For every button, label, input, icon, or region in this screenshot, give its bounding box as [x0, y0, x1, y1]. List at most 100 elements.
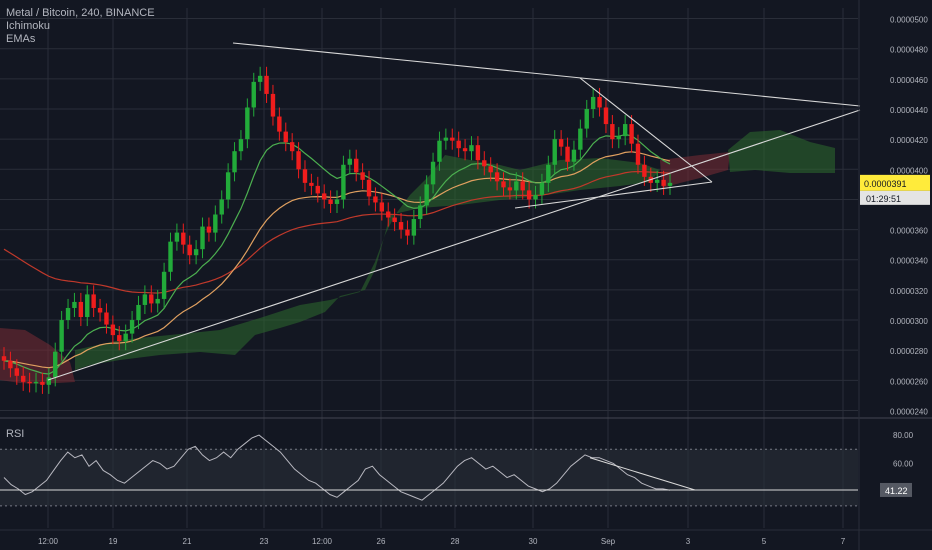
candle-body [347, 158, 353, 165]
rsi-tick-label: 80.00 [893, 431, 914, 440]
candle-body [424, 184, 429, 206]
candle-body [571, 149, 577, 162]
candle-body [616, 136, 621, 140]
candle-body [366, 179, 372, 197]
grid-lines [0, 8, 858, 528]
candle-body [533, 194, 538, 200]
time-tick-label: 19 [109, 537, 118, 546]
price-tick-label: 0.0000400 [890, 166, 928, 175]
rsi-value-text: 41.22 [885, 486, 908, 496]
candle-body [501, 181, 506, 188]
candle-body [206, 226, 212, 233]
candle-body [642, 164, 647, 177]
candle-body [494, 172, 500, 182]
candle-body [321, 193, 327, 200]
candle-body [578, 128, 583, 150]
candle-body [661, 179, 666, 186]
candle-body [475, 145, 481, 161]
rsi-line [3, 434, 671, 501]
candle-body [264, 75, 269, 94]
candle-body [552, 139, 557, 165]
candle-body [40, 381, 45, 385]
candle-body [238, 139, 244, 152]
candle-body [117, 335, 122, 342]
candle-body [482, 160, 487, 167]
candle-body [33, 381, 39, 384]
time-tick-label: 28 [451, 537, 460, 546]
candle-body [539, 182, 545, 195]
candle-body [21, 375, 26, 382]
rsi-label[interactable]: RSI [6, 428, 24, 440]
candlestick-series [1, 66, 673, 394]
indicator-ichimoku-label[interactable]: Ichimoku [6, 20, 50, 32]
candle-body [181, 232, 186, 245]
cloud-bull-segment [75, 155, 660, 370]
candle-body [136, 304, 141, 321]
candle-body [78, 301, 84, 318]
time-tick-label: Sep [601, 537, 616, 546]
time-tick-label: 30 [529, 537, 538, 546]
candle-body [334, 199, 340, 204]
candle-body [245, 107, 250, 140]
time-tick-label: 12:00 [38, 537, 59, 546]
candle-body [149, 294, 154, 304]
candle-body [654, 179, 660, 183]
candle-body [405, 229, 410, 236]
candle-body [315, 185, 320, 194]
candle-body [27, 381, 32, 384]
countdown-text: 01:29:51 [866, 194, 901, 204]
candle-body [1, 356, 7, 361]
trendlines[interactable] [47, 42, 861, 381]
candle-body [142, 294, 148, 305]
candle-body [469, 145, 474, 152]
rsi-value-badge [880, 482, 912, 497]
candle-body [667, 182, 673, 186]
candle-body [283, 131, 288, 143]
candle-body [430, 161, 436, 185]
candle-body [14, 368, 20, 376]
candle-body [289, 142, 295, 152]
time-tick-label: 26 [377, 537, 386, 546]
candle-body [104, 312, 109, 325]
candle-body [462, 148, 468, 152]
candle-body [168, 241, 173, 272]
candle-body [386, 211, 391, 218]
candle-body [450, 137, 455, 141]
candle-body [219, 199, 224, 215]
trendline[interactable] [47, 109, 861, 381]
time-tick-label: 7 [841, 537, 846, 546]
price-tick-label: 0.0000420 [890, 136, 928, 145]
candle-body [155, 298, 160, 304]
candle-body [110, 324, 116, 336]
rsi-trendline[interactable] [589, 457, 696, 491]
price-tick-label: 0.0000460 [890, 76, 928, 85]
candle-body [8, 360, 13, 369]
candle-body [65, 307, 71, 321]
candle-body [443, 137, 449, 141]
candle-body [193, 249, 199, 256]
trendline[interactable] [514, 181, 713, 209]
candle-body [507, 187, 513, 191]
candle-body [251, 81, 256, 108]
time-tick-label: 12:00 [312, 537, 333, 546]
candle-body [411, 219, 417, 236]
trendline[interactable] [232, 42, 861, 107]
candle-body [590, 96, 596, 109]
candle-body [622, 124, 628, 137]
price-tick-label: 0.0000340 [890, 257, 928, 266]
candle-body [610, 124, 615, 140]
rsi-pane [0, 434, 858, 507]
candle-body [200, 226, 205, 250]
price-tick-label: 0.0000480 [890, 46, 928, 55]
indicator-emas-label[interactable]: EMAs [6, 33, 36, 45]
candle-body [161, 271, 167, 299]
rsi-band [0, 449, 858, 506]
price-tick-label: 0.0000360 [890, 227, 928, 236]
candle-body [565, 146, 570, 162]
candle-body [398, 222, 404, 230]
trendline[interactable] [579, 77, 713, 183]
candle-body [635, 143, 641, 165]
candle-body [526, 190, 532, 200]
